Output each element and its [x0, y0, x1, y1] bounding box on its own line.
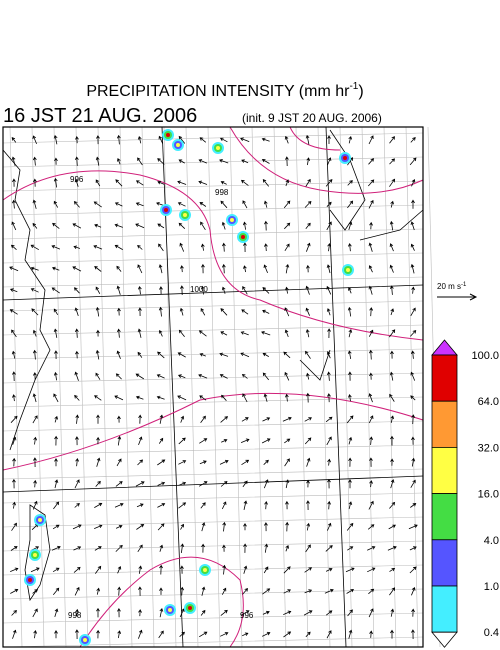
- title: PRECIPITATION INTENSITY (mm hr-1): [86, 81, 363, 100]
- init-time: (init. 9 JST 20 AUG. 2006): [242, 111, 382, 125]
- colorbar-segment: [431, 446, 458, 494]
- colorbar-label: 100.0: [471, 350, 499, 362]
- precip-cell: [188, 606, 192, 610]
- colorbar-under: [431, 631, 458, 648]
- colorbar-segment: [431, 539, 458, 587]
- major-grid-lines: [2, 126, 424, 648]
- wind-reference-text: 20 m s: [437, 282, 461, 291]
- colorbar-label: 64.0: [478, 396, 499, 408]
- precip-cell: [83, 638, 87, 642]
- contour-label: 1000: [190, 285, 208, 294]
- precip-cell: [346, 268, 350, 272]
- precip-cell: [28, 578, 32, 582]
- contour-label: 996: [70, 175, 84, 184]
- precip-cell: [33, 553, 37, 557]
- precip-cell: [176, 143, 180, 147]
- contour-label: 998: [215, 188, 229, 197]
- contour-label: 996: [240, 611, 254, 620]
- map-frame: [2, 126, 424, 648]
- precip-cell: [166, 133, 170, 137]
- precip-cell: [241, 235, 245, 239]
- valid-time: 16 JST 21 AUG. 2006: [3, 105, 197, 127]
- colorbar-segment: [431, 354, 458, 402]
- precip-cell: [203, 568, 207, 572]
- title-exponent: -1: [349, 81, 358, 92]
- precip-cell: [164, 208, 168, 212]
- isobars: [2, 126, 424, 648]
- wind-reference-label: 20 m s-1: [437, 282, 467, 291]
- colorbar: 100.0 64.0 32.0 16.0 4.0 1.0 0.4: [431, 339, 499, 648]
- colorbar-label: 4.0: [484, 535, 499, 547]
- precip-cell: [38, 518, 42, 522]
- precip-cell: [168, 608, 172, 612]
- precip-cell: [216, 146, 220, 150]
- wind-reference-arrow: [437, 293, 478, 301]
- colorbar-over: [431, 339, 458, 356]
- colorbar-segment: [431, 493, 458, 541]
- colorbar-segment: [431, 400, 458, 448]
- colorbar-label: 32.0: [478, 442, 499, 454]
- colorbar-segment: [431, 585, 458, 633]
- wind-vectors: [9, 134, 418, 640]
- coastline: [2, 129, 424, 602]
- grid-lines: [2, 126, 441, 648]
- title-main: PRECIPITATION INTENSITY (mm hr: [86, 83, 350, 100]
- wind-reference-exponent: -1: [461, 282, 467, 288]
- map: 996 998 1000 998 996: [2, 126, 441, 648]
- precip-cell: [183, 213, 187, 217]
- title-close: ): [358, 83, 363, 100]
- precip-cell: [230, 218, 234, 222]
- precip-cell: [343, 156, 347, 160]
- contour-label: 998: [68, 611, 82, 620]
- colorbar-label: 16.0: [478, 489, 499, 501]
- colorbar-label: 1.0: [484, 581, 499, 593]
- colorbar-label: 0.4: [484, 627, 499, 639]
